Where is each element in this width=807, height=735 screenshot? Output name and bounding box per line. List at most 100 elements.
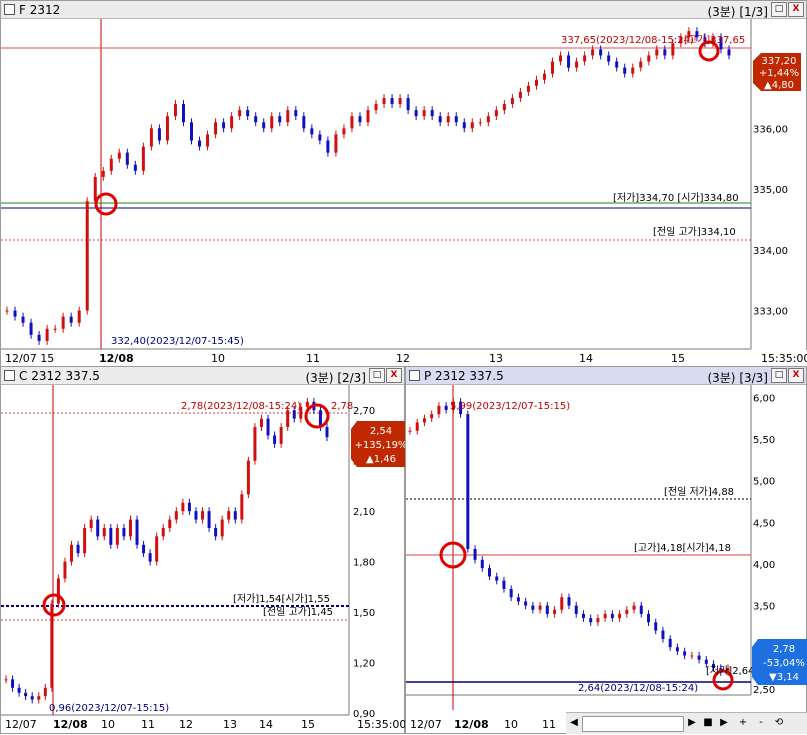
candle-body (141, 146, 145, 171)
candle-body (430, 414, 434, 419)
candle-body (240, 494, 244, 520)
scroll-track[interactable] (582, 716, 684, 732)
candle-body (190, 122, 194, 141)
candle-body (220, 519, 224, 537)
candle-body (161, 527, 165, 537)
scroll-left-button[interactable]: ◀ (570, 717, 578, 728)
scroll-right-end-button[interactable]: ▶ (720, 717, 728, 728)
prev-low-annotation: [전일 저가]4,88 (664, 486, 734, 498)
candle-body (187, 502, 191, 512)
panel-titlebar: F 2312 (3분) [1/3] □ X (1, 1, 806, 19)
candle-body (531, 605, 535, 610)
candle-body (615, 61, 619, 68)
candle-body (318, 134, 322, 141)
candle-body (155, 536, 159, 562)
candle-body (502, 104, 506, 111)
candle-body (719, 37, 723, 50)
panel-select-checkbox[interactable] (409, 370, 420, 381)
page-indicator: [3/3] (739, 371, 768, 385)
panel-close-button[interactable]: X (788, 2, 804, 17)
y-tick-label: 4,00 (753, 560, 775, 571)
panel-settings-button[interactable]: □ (771, 368, 787, 383)
candle-body (214, 122, 218, 135)
scroll-right-button[interactable]: ▶ (688, 717, 696, 728)
candle-body (198, 140, 202, 147)
panel-close-button[interactable]: X (386, 368, 402, 383)
candle-body (623, 67, 627, 74)
candle-body (454, 116, 458, 123)
badge-price: 337,20 (762, 56, 797, 67)
chart-scroll-toolbar: ◀ ▶ ■ ▶ + - ⟲ (566, 712, 807, 734)
candle-body (70, 544, 74, 562)
candle-body (305, 401, 309, 407)
candle-body (524, 601, 528, 606)
panel-select-checkbox[interactable] (4, 370, 15, 381)
candle-body (21, 316, 25, 323)
panel-settings-button[interactable]: □ (771, 2, 787, 17)
candle-body (687, 31, 691, 38)
put-chart-svg: 5,99(2023/12/07-15:15) [전일 저가]4,88 [고가]4… (406, 385, 807, 731)
high-right-annotation: 2,78 (331, 401, 353, 412)
panel-settings-button[interactable]: □ (369, 368, 385, 383)
x-tick-label: 15:35:00 (357, 718, 406, 731)
candle-body (422, 110, 426, 117)
candle-body (406, 97, 410, 111)
y-tick-label: 0,90 (353, 709, 375, 720)
stop-button[interactable]: ■ (703, 717, 713, 728)
panel-select-checkbox[interactable] (4, 4, 15, 15)
y-tick-label: 333,00 (753, 307, 788, 318)
candle-body (596, 618, 600, 623)
candle-body (639, 61, 643, 68)
x-tick-label: 10 (211, 352, 225, 365)
high-right-annotation: [고가]337,65 (684, 34, 745, 46)
badge-change: ▲1,46 (366, 454, 396, 465)
x-tick-label: 12/08 (53, 718, 88, 731)
candle-body (310, 128, 314, 135)
candle-body (444, 405, 448, 410)
zoom-out-button[interactable]: - (759, 717, 763, 728)
candle-body (560, 597, 564, 610)
zoom-in-button[interactable]: + (738, 717, 748, 728)
reset-zoom-button[interactable]: ⟲ (774, 717, 784, 728)
candle-body (50, 603, 54, 688)
open-annotation: [저가]1,54[시가]1,55 (233, 593, 330, 605)
panel-title: C 2312 337.5 (19, 369, 100, 383)
y-tick-label: 334,00 (753, 246, 788, 257)
high-annotation: 337,65(2023/12/08-15:24) (561, 35, 694, 46)
prev-high-annotation: [전일 고가]334,10 (653, 226, 736, 238)
candle-body (76, 544, 80, 554)
badge-change-pct: +1,44% (759, 68, 799, 79)
y-tick-label: 2,50 (753, 685, 775, 696)
candle-body (125, 152, 129, 165)
candle-body (173, 104, 177, 117)
candle-body (101, 170, 105, 177)
x-tick-label: 14 (579, 352, 593, 365)
price-badge: 2,78 -53,04% ▼3,14 (752, 639, 807, 685)
candle-body (647, 613, 650, 623)
candle-body (697, 655, 701, 660)
x-tick-label: 15 (301, 718, 315, 731)
candle-body (654, 622, 658, 631)
low-right-annotation: [저가]2,64 (706, 665, 754, 677)
low-annotation: 0,96(2023/12/07-15:15) (49, 703, 169, 714)
candle-body (639, 605, 643, 614)
panel-title: P 2312 337.5 (424, 369, 504, 383)
candle-body (663, 49, 667, 56)
panel-close-button[interactable]: X (788, 368, 804, 383)
candle-body (318, 410, 322, 428)
candle-body (542, 73, 546, 80)
x-tick-label: 13 (223, 718, 237, 731)
page-indicator: [1/3] (739, 5, 768, 19)
x-tick-label: 12 (396, 352, 410, 365)
prev-high-annotation: [전일 고가]1,45 (263, 606, 333, 618)
candle-body (96, 519, 100, 537)
candle-body (5, 310, 9, 312)
open-annotation: [저가]334,70 [시가]334,80 (613, 192, 739, 204)
candle-body (398, 97, 402, 105)
candle-body (675, 647, 679, 652)
candle-body (567, 597, 571, 606)
candle-body (278, 116, 282, 123)
page-indicator: [2/3] (337, 371, 366, 385)
x-tick-label: 12/08 (99, 352, 134, 365)
candle-body (704, 659, 708, 664)
